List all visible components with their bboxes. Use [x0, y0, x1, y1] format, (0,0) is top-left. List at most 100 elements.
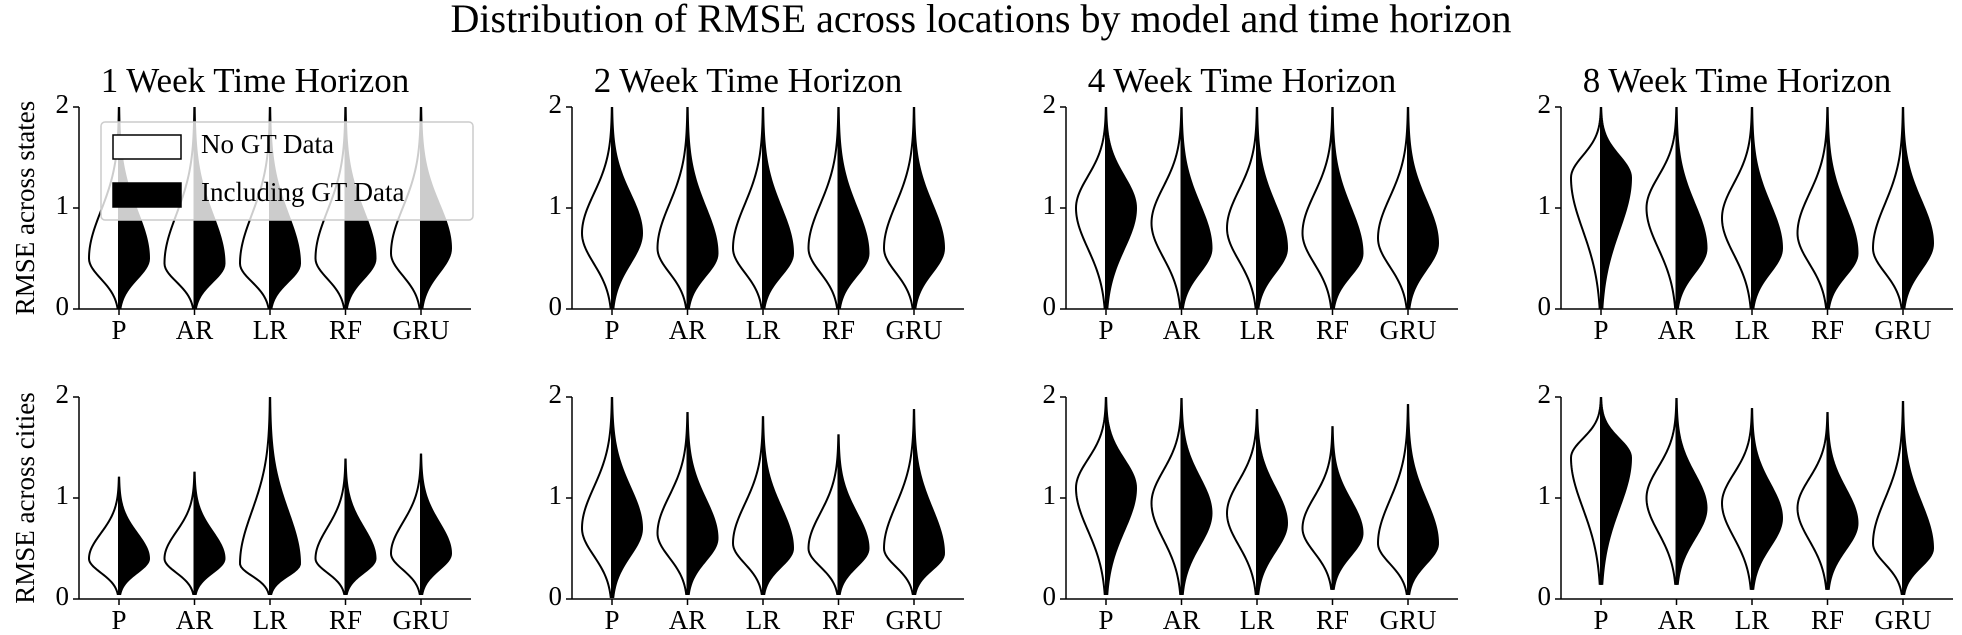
plot-area	[1074, 107, 1440, 309]
violin-half	[163, 471, 196, 595]
x-tick-label: P	[111, 605, 126, 635]
violin-half	[239, 397, 271, 595]
violin-half	[1105, 107, 1138, 309]
x-tick-label: GRU	[392, 315, 449, 345]
x-tick-label: P	[604, 315, 619, 345]
violin-half	[1225, 107, 1258, 309]
violin-half	[656, 107, 689, 309]
x-tick-label: RF	[1811, 605, 1844, 635]
y-tick-label: 0	[56, 581, 70, 611]
x-tick-label: P	[1593, 605, 1608, 635]
violin-half	[1569, 107, 1602, 309]
violin-half	[1826, 412, 1859, 590]
x-tick-label: GRU	[885, 315, 942, 345]
violin-half	[390, 453, 422, 595]
y-axis-label: RMSE across cities	[10, 392, 40, 603]
violin-half	[882, 107, 915, 309]
x-tick-label: LR	[1240, 605, 1275, 635]
y-tick-label: 2	[1538, 89, 1552, 119]
violin-half	[1826, 107, 1859, 309]
y-tick-label: 1	[1538, 190, 1552, 220]
violin-half	[269, 397, 301, 595]
legend-swatch	[112, 182, 182, 208]
violin-half	[883, 409, 915, 595]
x-tick-label: GRU	[1874, 315, 1931, 345]
y-tick-label: 1	[56, 480, 70, 510]
violin-half	[913, 409, 945, 595]
violin-half	[837, 107, 870, 309]
x-tick-label: AR	[1163, 315, 1201, 345]
violin-half	[581, 397, 613, 598]
y-tick-label: 1	[549, 480, 563, 510]
x-tick-label: RF	[822, 605, 855, 635]
violin-half	[580, 107, 613, 309]
legend-label: Including GT Data	[201, 177, 404, 207]
y-tick-label: 0	[1538, 291, 1552, 321]
x-tick-label: AR	[1658, 315, 1696, 345]
violin-half	[1331, 426, 1364, 590]
x-tick-label: P	[604, 605, 619, 635]
x-tick-label: GRU	[392, 605, 449, 635]
violin-half	[1074, 107, 1107, 309]
violin-half	[1675, 398, 1708, 585]
x-tick-label: LR	[253, 605, 288, 635]
violin-half	[1256, 409, 1289, 595]
violin-half	[1105, 397, 1138, 595]
violin-half	[1180, 398, 1213, 595]
y-tick-label: 1	[1538, 480, 1552, 510]
plot-area	[580, 107, 946, 309]
violin-half	[762, 107, 795, 309]
violin-half	[1331, 107, 1364, 309]
subplot-title: 2 Week Time Horizon	[594, 61, 903, 100]
x-tick-label: LR	[746, 605, 781, 635]
violin-half	[837, 434, 870, 595]
plot-area	[88, 397, 452, 595]
x-tick-label: P	[1098, 315, 1113, 345]
violin-half	[611, 397, 643, 598]
y-tick-label: 0	[549, 291, 563, 321]
x-tick-label: LR	[1735, 315, 1770, 345]
x-tick-label: P	[1593, 315, 1608, 345]
x-tick-label: RF	[329, 315, 362, 345]
x-tick-label: GRU	[1379, 315, 1436, 345]
x-tick-label: LR	[1240, 315, 1275, 345]
violin-half	[1225, 409, 1258, 595]
violin-half	[1407, 404, 1439, 595]
violin-half	[732, 416, 764, 595]
plot-area	[581, 397, 945, 598]
y-tick-label: 0	[1043, 291, 1057, 321]
violin-half	[1645, 398, 1678, 585]
x-tick-label: GRU	[885, 605, 942, 635]
violin-half	[1256, 107, 1289, 309]
subplot-title: 1 Week Time Horizon	[101, 61, 410, 100]
x-tick-label: P	[1098, 605, 1113, 635]
y-tick-label: 2	[1538, 379, 1552, 409]
violin-half	[1600, 397, 1633, 585]
violin-half	[1301, 426, 1334, 590]
violin-half	[1407, 107, 1440, 309]
x-tick-label: RF	[1316, 315, 1349, 345]
violin-half	[1569, 397, 1602, 585]
x-tick-label: AR	[176, 605, 214, 635]
violin-half	[1150, 107, 1183, 309]
violin-half	[807, 434, 840, 595]
x-tick-label: AR	[1658, 605, 1696, 635]
violin-half	[88, 476, 120, 595]
figure-title: Distribution of RMSE across locations by…	[451, 0, 1512, 41]
legend-label: No GT Data	[201, 129, 334, 159]
y-tick-label: 2	[1043, 89, 1057, 119]
violin-half	[731, 107, 764, 309]
violin-half	[1301, 107, 1334, 309]
y-tick-label: 0	[1538, 581, 1552, 611]
x-tick-label: RF	[1811, 315, 1844, 345]
violin-half	[686, 107, 719, 309]
x-tick-label: AR	[669, 605, 707, 635]
x-tick-label: GRU	[1874, 605, 1931, 635]
violin-half	[420, 453, 452, 595]
x-tick-label: GRU	[1379, 605, 1436, 635]
violin-half	[193, 471, 226, 595]
y-tick-label: 1	[1043, 190, 1057, 220]
violin-half	[913, 107, 946, 309]
y-tick-label: 1	[1043, 480, 1057, 510]
y-tick-label: 0	[1043, 581, 1057, 611]
